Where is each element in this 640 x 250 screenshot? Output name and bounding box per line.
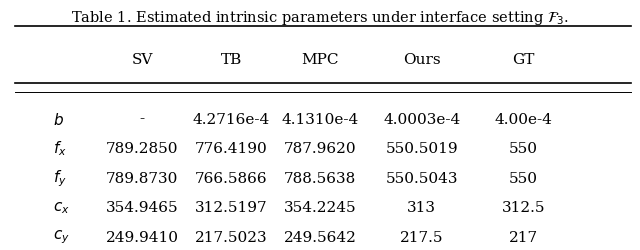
Text: 550.5043: 550.5043 bbox=[385, 172, 458, 185]
Text: -: - bbox=[140, 112, 145, 126]
Text: 789.8730: 789.8730 bbox=[106, 172, 179, 185]
Text: 217: 217 bbox=[509, 231, 538, 245]
Text: 4.0003e-4: 4.0003e-4 bbox=[383, 112, 460, 126]
Text: 766.5866: 766.5866 bbox=[195, 172, 268, 185]
Text: 217.5023: 217.5023 bbox=[195, 231, 268, 245]
Text: 312.5: 312.5 bbox=[502, 201, 545, 215]
Text: 313: 313 bbox=[407, 201, 436, 215]
Text: 4.00e-4: 4.00e-4 bbox=[494, 112, 552, 126]
Text: Table 1. Estimated intrinsic parameters under interface setting $\mathcal{F}_3$.: Table 1. Estimated intrinsic parameters … bbox=[71, 9, 569, 27]
Text: 550: 550 bbox=[509, 172, 538, 185]
Text: 788.5638: 788.5638 bbox=[284, 172, 356, 185]
Text: $c_y$: $c_y$ bbox=[53, 229, 70, 246]
Text: 354.9465: 354.9465 bbox=[106, 201, 179, 215]
Text: 249.9410: 249.9410 bbox=[106, 231, 179, 245]
Text: 787.9620: 787.9620 bbox=[284, 142, 356, 156]
Text: $f_x$: $f_x$ bbox=[53, 140, 67, 158]
Text: 4.1310e-4: 4.1310e-4 bbox=[282, 112, 358, 126]
Text: SV: SV bbox=[131, 54, 153, 68]
Text: GT: GT bbox=[512, 54, 534, 68]
Text: 312.5197: 312.5197 bbox=[195, 201, 268, 215]
Text: $f_y$: $f_y$ bbox=[53, 168, 67, 189]
Text: Ours: Ours bbox=[403, 54, 440, 68]
Text: 217.5: 217.5 bbox=[400, 231, 444, 245]
Text: 249.5642: 249.5642 bbox=[284, 231, 356, 245]
Text: 4.2716e-4: 4.2716e-4 bbox=[193, 112, 269, 126]
Text: 354.2245: 354.2245 bbox=[284, 201, 356, 215]
Text: 789.2850: 789.2850 bbox=[106, 142, 179, 156]
Text: 550: 550 bbox=[509, 142, 538, 156]
Text: 776.4190: 776.4190 bbox=[195, 142, 268, 156]
Text: 550.5019: 550.5019 bbox=[385, 142, 458, 156]
Text: MPC: MPC bbox=[301, 54, 339, 68]
Text: $b$: $b$ bbox=[53, 112, 64, 128]
Text: TB: TB bbox=[220, 54, 242, 68]
Text: $c_x$: $c_x$ bbox=[53, 200, 70, 216]
